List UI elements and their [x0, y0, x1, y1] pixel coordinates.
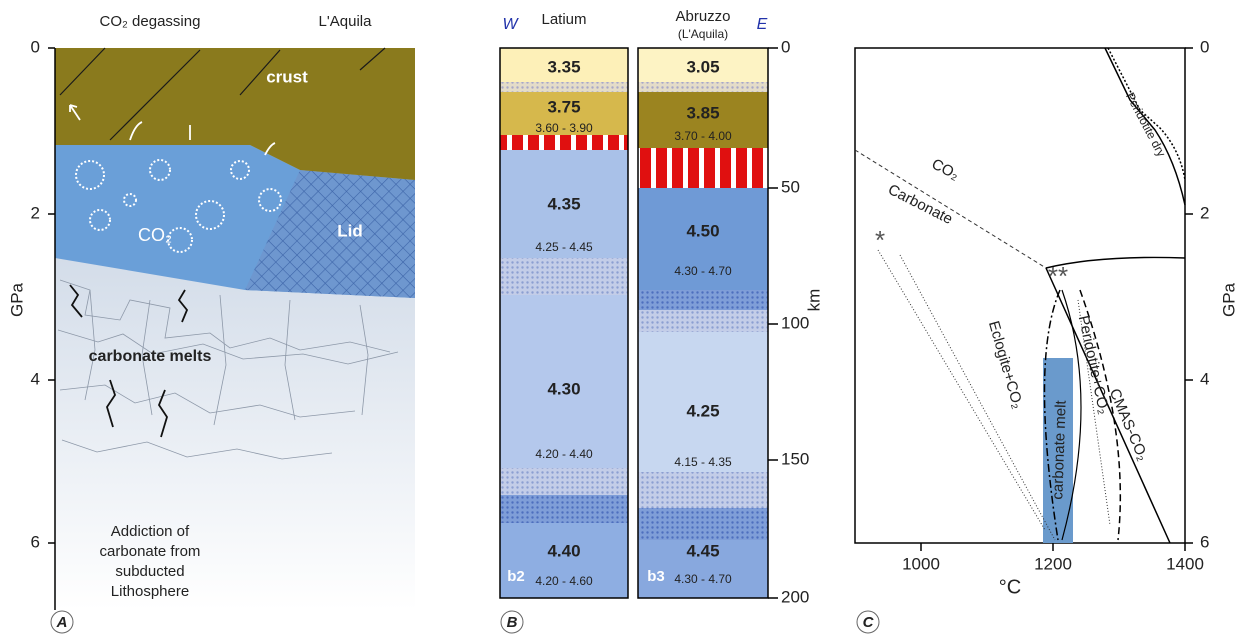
km-tick-label: 50	[781, 177, 800, 196]
panel-a: CO₂ degassing L'Aquila crust CO₂ Lid car…	[7, 13, 415, 633]
column-id: b3	[647, 568, 665, 585]
marker: *	[875, 225, 885, 255]
y-tick-label: 6	[31, 532, 40, 551]
layer-range: 3.60 - 3.90	[535, 121, 593, 135]
y-tick-label: 0	[31, 37, 40, 56]
y-tick-label: 0	[1200, 37, 1209, 56]
km-tick-label: 200	[781, 587, 809, 606]
layer-value: 3.35	[547, 57, 580, 76]
column-title: Abruzzo	[675, 8, 730, 25]
layer-value: 4.30	[547, 379, 580, 398]
y-tick-label: 4	[1200, 369, 1209, 388]
layer-range: 4.30 - 4.70	[674, 264, 732, 278]
x-tick-label: 1200	[1034, 554, 1072, 573]
melts-label: carbonate melts	[89, 348, 212, 365]
km-axis	[768, 48, 778, 598]
km-tick-label: 0	[781, 37, 790, 56]
top-label: CO₂ degassing	[100, 13, 201, 30]
layer-range: 4.20 - 4.40	[535, 447, 593, 461]
x-axis-label: °C	[999, 576, 1021, 598]
layer-range: 4.15 - 4.35	[674, 455, 732, 469]
y-tick-label: 4	[31, 369, 40, 388]
layer-range: 3.70 - 4.00	[674, 129, 732, 143]
panel-letter: A	[56, 614, 68, 631]
layer-range: 4.25 - 4.45	[535, 240, 593, 254]
note-line: Addiction of	[111, 523, 190, 540]
layer-value: 4.35	[547, 194, 580, 213]
layer-value: 4.40	[547, 541, 580, 560]
x-tick-label: 1000	[902, 554, 940, 573]
km-tick-label: 100	[781, 313, 809, 332]
y-tick-label: 2	[1200, 203, 1209, 222]
lid-label: Lid	[337, 221, 363, 240]
west-label: W	[502, 16, 519, 33]
column-id: b2	[507, 568, 525, 585]
plot-frame	[855, 48, 1185, 543]
east-label: E	[757, 16, 768, 33]
note-line: subducted	[115, 563, 184, 580]
layer-value: 3.75	[547, 97, 580, 116]
layer-value: 4.50	[686, 221, 719, 240]
axis-label: GPa	[7, 282, 26, 317]
layer-range: 4.30 - 4.70	[674, 572, 732, 586]
panel-c: * ** Peridotite dry CO₂ Carbonate Eclogi…	[855, 37, 1238, 633]
y-axis-label: GPa	[1219, 282, 1238, 317]
column-title: Latium	[541, 11, 586, 28]
top-label: L'Aquila	[319, 13, 373, 30]
axis-label: km	[804, 289, 823, 312]
layer-value: 4.25	[686, 401, 719, 420]
figure: CO₂ degassing L'Aquila crust CO₂ Lid car…	[0, 0, 1244, 641]
layer-range: 4.20 - 4.60	[535, 574, 593, 588]
curve-label: carbonate melt	[1049, 399, 1069, 500]
note-line: Lithosphere	[111, 583, 189, 600]
panel-b: W Latium Abruzzo (L'Aquila) E 3.35 3.75 …	[500, 8, 823, 633]
x-tick-label: 1400	[1166, 554, 1204, 573]
panel-letter: B	[507, 614, 518, 631]
marker: **	[1048, 261, 1068, 291]
co2-label: CO₂	[138, 225, 172, 245]
y-tick-label: 6	[1200, 532, 1209, 551]
layer-value: 3.85	[686, 103, 719, 122]
y-axis	[48, 48, 55, 610]
column-subtitle: (L'Aquila)	[678, 27, 728, 41]
layer-value: 4.45	[686, 541, 719, 560]
layer-value: 3.05	[686, 57, 719, 76]
y-tick-label: 2	[31, 203, 40, 222]
crust-label: crust	[266, 67, 308, 86]
panel-letter: C	[863, 614, 875, 631]
note-line: carbonate from	[100, 543, 201, 560]
km-tick-label: 150	[781, 449, 809, 468]
